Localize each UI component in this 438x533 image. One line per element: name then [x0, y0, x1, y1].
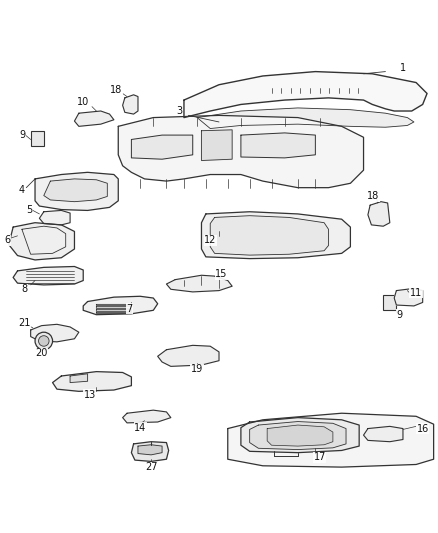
Polygon shape [123, 95, 138, 114]
Text: 18: 18 [110, 85, 122, 95]
Text: 13: 13 [84, 390, 96, 400]
Polygon shape [123, 410, 171, 423]
Text: 16: 16 [417, 424, 429, 433]
Polygon shape [44, 179, 107, 201]
Text: 15: 15 [215, 269, 227, 279]
Text: 20: 20 [35, 348, 48, 358]
Polygon shape [70, 374, 88, 383]
Text: 17: 17 [314, 452, 326, 462]
Text: 14: 14 [134, 423, 146, 433]
Text: 11: 11 [410, 288, 422, 298]
Polygon shape [201, 212, 350, 259]
Text: 8: 8 [21, 284, 27, 294]
Polygon shape [35, 172, 118, 211]
Polygon shape [131, 442, 169, 462]
Text: 3: 3 [177, 106, 183, 116]
Text: 6: 6 [5, 235, 11, 245]
Polygon shape [9, 223, 74, 260]
Polygon shape [241, 418, 359, 453]
Polygon shape [74, 111, 114, 126]
Polygon shape [53, 372, 131, 391]
Text: 21: 21 [18, 318, 30, 328]
Bar [31, 131, 44, 146]
Polygon shape [184, 71, 427, 118]
Polygon shape [241, 133, 315, 158]
Polygon shape [83, 296, 158, 314]
Polygon shape [250, 422, 346, 449]
Polygon shape [118, 115, 364, 188]
Text: 19: 19 [191, 365, 203, 374]
Polygon shape [158, 345, 219, 366]
Bar [383, 295, 396, 310]
Polygon shape [138, 445, 162, 455]
Text: 27: 27 [145, 462, 157, 472]
Polygon shape [13, 266, 83, 285]
Polygon shape [228, 413, 434, 467]
Polygon shape [364, 426, 403, 442]
Polygon shape [131, 135, 193, 159]
Text: 1: 1 [400, 63, 406, 73]
Text: 10: 10 [77, 97, 89, 107]
Polygon shape [368, 201, 390, 226]
Circle shape [39, 336, 49, 346]
Circle shape [35, 332, 53, 350]
Text: 4: 4 [19, 185, 25, 195]
Polygon shape [96, 304, 131, 305]
Text: 9: 9 [396, 310, 403, 320]
Polygon shape [39, 211, 70, 225]
Polygon shape [96, 309, 131, 311]
Polygon shape [197, 108, 414, 128]
Polygon shape [267, 425, 333, 446]
Text: 12: 12 [204, 235, 216, 245]
Polygon shape [96, 306, 131, 308]
Polygon shape [96, 312, 131, 313]
Polygon shape [394, 288, 423, 306]
Text: 9: 9 [20, 130, 26, 140]
Polygon shape [166, 275, 232, 292]
Polygon shape [210, 216, 328, 255]
Text: 7: 7 [126, 304, 132, 314]
Polygon shape [201, 130, 232, 160]
Polygon shape [31, 324, 79, 342]
Text: 5: 5 [27, 205, 33, 215]
Text: 18: 18 [367, 191, 379, 201]
